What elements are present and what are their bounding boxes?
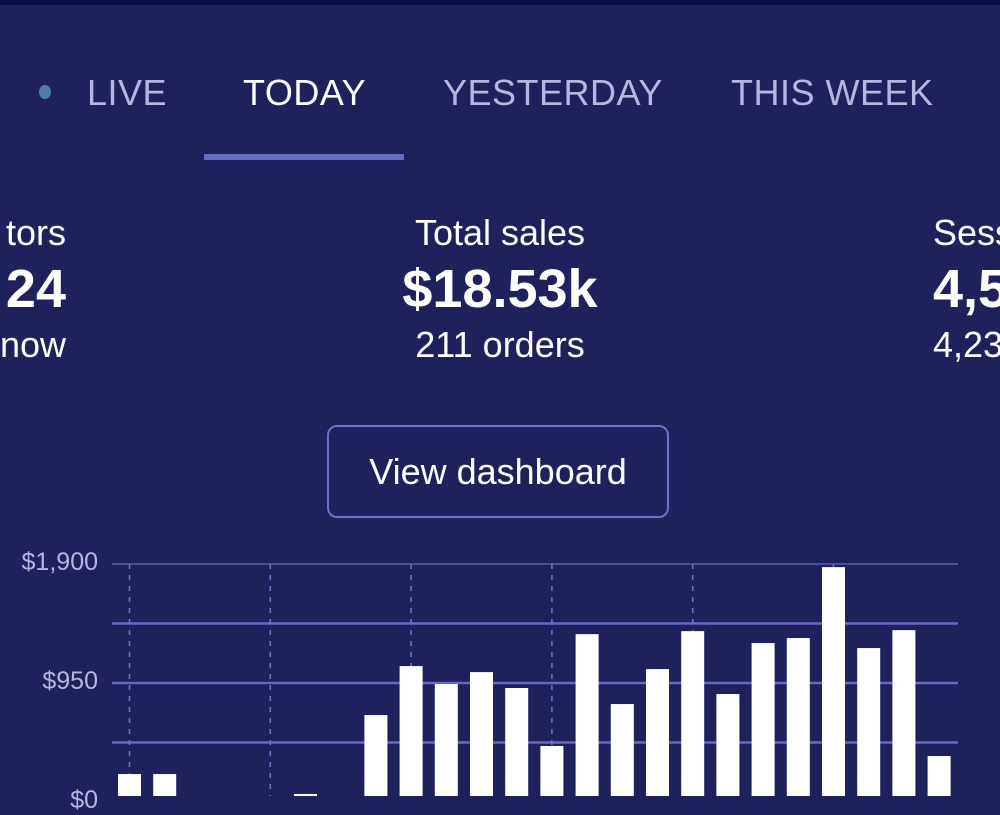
tab-this-week[interactable]: THIS WEEK (731, 72, 934, 113)
stat-sessions: Sess 4,5 4,23 (933, 212, 1000, 366)
bar-hour-7 (364, 715, 388, 796)
ytick-label: $950 (42, 667, 98, 695)
stat-sub: 211 orders (415, 324, 585, 365)
bar-hour-20 (822, 567, 845, 796)
bar-hour-23 (927, 756, 951, 796)
bar-hour-8 (399, 666, 423, 796)
tab-yesterday[interactable]: YESTERDAY (443, 72, 663, 113)
tab-today[interactable]: TODAY (243, 72, 367, 113)
bar-hour-16 (681, 631, 705, 796)
bar-hour-15 (646, 669, 669, 796)
bar-hour-0 (118, 774, 141, 796)
stat-visitors: tors 24 now (0, 212, 66, 366)
status-bar-edge (0, 0, 1000, 5)
stat-value: $18.53k (402, 259, 598, 319)
stat-total-sales: Total sales $18.53k 211 orders (300, 212, 700, 366)
tab-live[interactable]: LIVE (87, 72, 168, 113)
stat-value: 24 (5, 259, 66, 319)
stat-sub: now (0, 324, 66, 365)
sales-bar-chart (112, 563, 958, 796)
view-dashboard-button[interactable]: View dashboard (327, 425, 669, 518)
stat-label: Sess (933, 212, 1000, 253)
stat-sub: 4,23 (933, 324, 1000, 365)
live-dot-icon (39, 85, 51, 99)
bar-hour-5 (294, 793, 317, 796)
bar-hour-9 (434, 684, 458, 796)
bar-hour-19 (786, 638, 810, 796)
ytick-label: $1,900 (21, 548, 98, 576)
bar-hour-22 (892, 630, 916, 796)
stat-label: tors (5, 212, 66, 253)
bar-hour-1 (153, 774, 177, 796)
bar-hour-10 (470, 672, 493, 796)
stat-label: Total sales (414, 212, 586, 253)
bar-hour-11 (505, 688, 529, 796)
bar-hour-14 (610, 704, 634, 796)
bar-hour-13 (575, 634, 599, 796)
bar-hour-12 (540, 746, 564, 796)
stat-value: 4,5 (933, 259, 1000, 319)
bar-hour-21 (857, 648, 881, 796)
bar-hour-17 (716, 694, 740, 796)
active-tab-indicator (204, 154, 404, 160)
bar-hour-18 (751, 643, 775, 796)
